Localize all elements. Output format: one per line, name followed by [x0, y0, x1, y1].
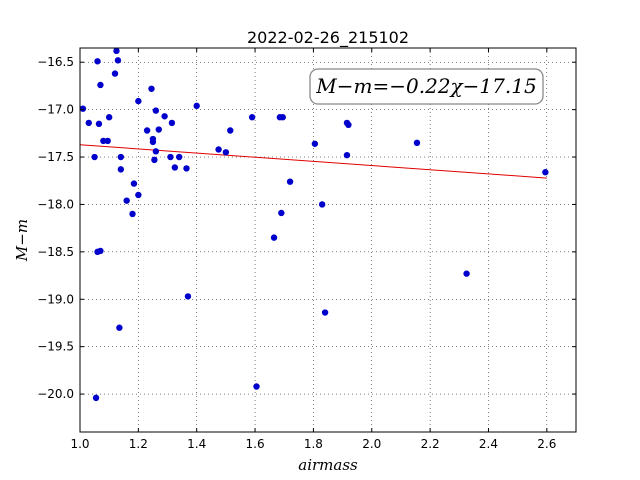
- data-point: [155, 126, 162, 133]
- data-point: [117, 166, 125, 173]
- x-axis-ticks: 1.0 1.2 1.4 1.6 1.8 2.0 2.2 2.4 2.6: [70, 48, 556, 451]
- x-tick-label: 1.8: [304, 437, 323, 451]
- x-axis-label: airmass: [298, 456, 358, 474]
- data-point: [135, 97, 142, 105]
- x-tick-label: 2.2: [421, 437, 440, 451]
- data-point: [345, 121, 352, 128]
- data-point: [168, 119, 176, 127]
- plot-background: [80, 48, 576, 432]
- y-tick-label: −17.0: [37, 103, 74, 117]
- data-point: [116, 324, 123, 331]
- data-point: [184, 293, 192, 300]
- x-tick-label: 1.6: [246, 437, 265, 451]
- data-point: [143, 127, 151, 134]
- plot-frame: [79, 47, 577, 433]
- data-point: [193, 102, 200, 110]
- data-point: [97, 81, 104, 89]
- data-point: [253, 383, 260, 390]
- data-point: [542, 169, 549, 176]
- data-point: [151, 156, 158, 164]
- grid: [79, 48, 576, 432]
- data-point: [463, 270, 470, 277]
- chart-title: 2022-02-26_215102: [247, 28, 409, 48]
- data-point: [279, 114, 286, 121]
- data-point: [321, 309, 329, 316]
- data-point: [135, 191, 142, 199]
- data-point: [343, 151, 351, 159]
- x-tick-label: 2.0: [362, 437, 381, 451]
- x-tick-label: 1.2: [129, 437, 148, 451]
- y-tick-label: −16.5: [37, 55, 74, 69]
- x-tick-label: 1.4: [187, 437, 206, 451]
- y-tick-label: −20.0: [37, 387, 74, 401]
- data-point: [92, 394, 100, 402]
- annotation-frame: [309, 68, 544, 105]
- data-point: [111, 70, 119, 77]
- data-point: [97, 247, 104, 255]
- fit-annotation-box: M−m=−0.22χ−17.15: [309, 68, 544, 105]
- data-points: [79, 47, 549, 402]
- data-point: [95, 120, 103, 128]
- data-point: [215, 146, 222, 153]
- data-point: [148, 85, 155, 92]
- data-point: [129, 210, 136, 218]
- data-point: [318, 201, 326, 208]
- y-tick-label: −18.5: [37, 245, 74, 259]
- data-point: [183, 165, 190, 172]
- y-tick-label: −18.0: [37, 197, 74, 211]
- data-point: [161, 113, 168, 120]
- y-axis-ticks: −16.5 −17.0 −17.5 −18.0 −18.5 −19.0 −19.5 −20.0: [37, 55, 576, 401]
- data-point: [91, 153, 98, 161]
- data-point: [149, 138, 157, 146]
- y-axis-label: M−m: [13, 219, 31, 262]
- data-point: [311, 140, 319, 147]
- data-point: [130, 180, 138, 187]
- data-point: [79, 105, 87, 112]
- x-tick-label: 1.0: [70, 437, 89, 451]
- y-tick-label: −19.0: [37, 292, 74, 306]
- data-point: [270, 234, 278, 241]
- data-point: [114, 57, 122, 64]
- data-point: [227, 127, 234, 134]
- data-point: [176, 153, 183, 161]
- data-point: [278, 209, 285, 217]
- data-point: [94, 58, 101, 65]
- data-point: [100, 137, 107, 145]
- data-point: [248, 114, 256, 121]
- data-point: [123, 197, 130, 204]
- y-tick-label: −17.5: [37, 150, 74, 164]
- data-point: [167, 153, 174, 161]
- x-tick-label: 2.4: [479, 437, 498, 451]
- data-point: [105, 114, 113, 121]
- data-point: [104, 137, 111, 145]
- fit-equation: M−m=−0.22χ−17.15: [315, 74, 536, 98]
- data-point: [152, 107, 160, 114]
- data-point: [413, 139, 421, 147]
- data-point: [85, 119, 92, 127]
- data-point: [152, 148, 160, 155]
- data-point: [117, 153, 125, 161]
- data-point: [113, 47, 120, 55]
- data-point: [286, 178, 294, 185]
- y-tick-label: −19.5: [37, 340, 74, 354]
- data-point: [171, 164, 179, 171]
- x-tick-label: 2.6: [537, 437, 556, 451]
- data-point: [222, 149, 230, 156]
